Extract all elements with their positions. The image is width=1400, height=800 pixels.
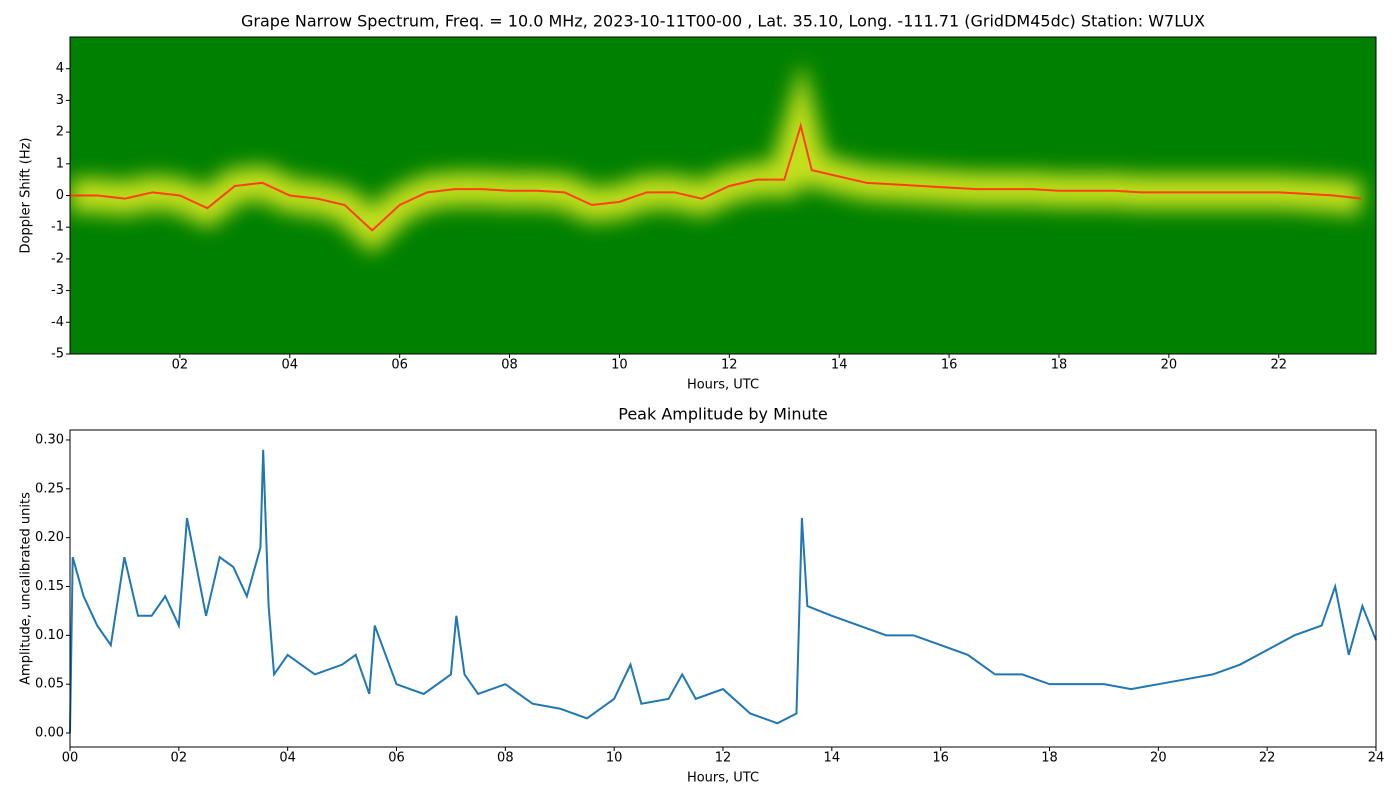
- y-tick-label: 3: [56, 93, 64, 108]
- y-tick-label: -3: [51, 283, 64, 298]
- plot-frame: [69, 429, 1377, 748]
- x-tick-label: 18: [1041, 751, 1058, 766]
- x-tick-label: 16: [941, 358, 958, 373]
- y-tick-label: 1: [56, 156, 64, 171]
- x-tick-label: 02: [172, 358, 189, 373]
- doppler-trace: [70, 122, 1362, 232]
- x-tick-label: 14: [824, 751, 841, 766]
- y-tick-label: -1: [51, 220, 64, 235]
- x-tick-label: 12: [721, 358, 738, 373]
- y-tick-label: 0.10: [35, 628, 64, 643]
- y-tick-label: 0.00: [35, 726, 64, 741]
- x-tick-label: 12: [715, 751, 732, 766]
- chart-title: Peak Amplitude by Minute: [618, 405, 828, 424]
- x-tick-label: 10: [606, 751, 623, 766]
- y-tick-label: 0.20: [35, 530, 64, 545]
- y-tick-label: 0.30: [35, 432, 64, 447]
- y-tick-label: -2: [51, 251, 64, 266]
- x-tick-label: 16: [932, 751, 949, 766]
- x-tick-label: 06: [388, 751, 405, 766]
- x-axis-label: Hours, UTC: [687, 378, 759, 393]
- x-tick-label: 14: [831, 358, 848, 373]
- chart-title: Grape Narrow Spectrum, Freq. = 10.0 MHz,…: [241, 12, 1205, 31]
- x-tick-label: 20: [1161, 358, 1178, 373]
- x-tick-label: 22: [1270, 358, 1287, 373]
- x-tick-label: 04: [281, 358, 298, 373]
- y-axis-label: Amplitude, uncalibrated units: [19, 492, 34, 685]
- x-tick-label: 24: [1368, 751, 1385, 766]
- x-tick-label: 22: [1259, 751, 1276, 766]
- x-tick-label: 04: [279, 751, 296, 766]
- x-tick-label: 02: [171, 751, 188, 766]
- y-tick-label: 0.05: [35, 677, 64, 692]
- x-tick-label: 18: [1051, 358, 1068, 373]
- x-axis-label: Hours, UTC: [687, 771, 759, 786]
- x-tick-label: 10: [611, 358, 628, 373]
- y-tick-label: -4: [51, 315, 64, 330]
- y-tick-label: 2: [56, 125, 64, 140]
- x-tick-label: 20: [1150, 751, 1167, 766]
- y-tick-label: 4: [56, 61, 64, 76]
- x-tick-label: 08: [497, 751, 514, 766]
- x-tick-label: 00: [62, 751, 79, 766]
- y-axis-label: Doppler Shift (Hz): [19, 138, 34, 254]
- y-tick-label: 0.15: [35, 579, 64, 594]
- amplitude-line: [69, 449, 1377, 734]
- y-tick-label: 0.25: [35, 481, 64, 496]
- x-tick-label: 08: [501, 358, 518, 373]
- x-tick-label: 06: [391, 358, 408, 373]
- y-tick-label: -5: [51, 347, 64, 362]
- y-tick-label: 0: [56, 188, 64, 203]
